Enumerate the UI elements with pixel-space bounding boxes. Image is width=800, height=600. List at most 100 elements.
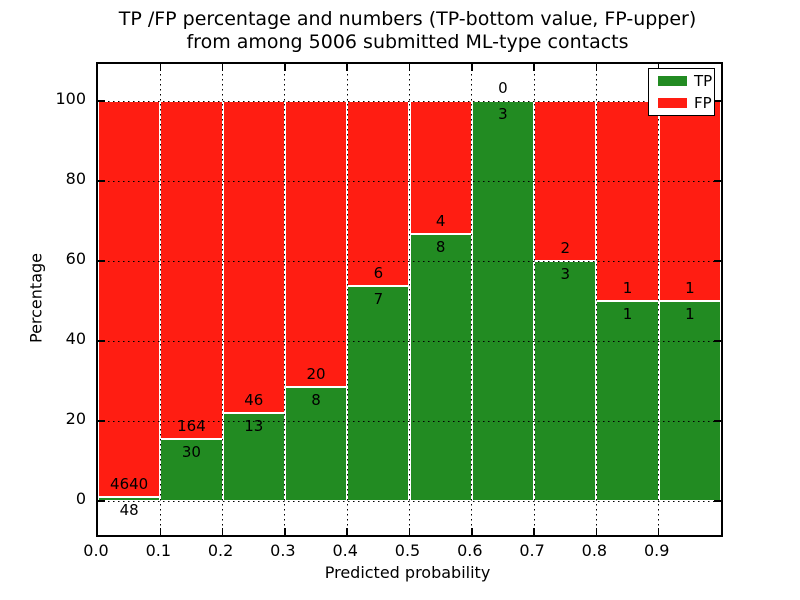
vertical-gridline: [159, 64, 161, 535]
x-tick-label: 0.8: [581, 541, 608, 560]
vertical-gridline: [471, 64, 473, 535]
tp-count-label: 48: [119, 500, 139, 519]
legend-row: FP: [649, 94, 714, 112]
x-tick-mark-top: [533, 64, 535, 71]
x-tick-mark-bottom: [221, 528, 224, 535]
fp-count-label: 46: [244, 390, 264, 409]
y-tick-mark-left: [98, 180, 105, 182]
vertical-gridline: [284, 64, 286, 535]
x-tick-label: 0.1: [145, 541, 172, 560]
legend-label: FP: [694, 94, 712, 112]
y-tick-mark-right: [714, 340, 721, 342]
x-tick-mark-bottom: [346, 528, 348, 535]
vertical-gridline: [409, 64, 410, 535]
legend: TP FP: [648, 68, 715, 116]
x-tick-label: 0.7: [519, 541, 545, 560]
fp-bar-segment: [596, 101, 659, 301]
tp-count-label: 3: [498, 105, 508, 123]
y-axis-label: Percentage: [26, 252, 46, 344]
x-tick-mark-top: [221, 64, 224, 71]
legend-swatch-tp: [658, 76, 687, 86]
horizontal-gridline: [98, 180, 721, 182]
y-tick-label: 40: [65, 329, 86, 348]
x-tick-mark-bottom: [595, 528, 598, 535]
x-tick-label: 0.0: [83, 541, 109, 560]
horizontal-gridline: [98, 340, 721, 342]
tp-bar-segment: [471, 101, 535, 501]
tp-bar-segment: [534, 261, 597, 501]
horizontal-gridline: [98, 260, 721, 262]
x-tick-mark-bottom: [533, 528, 535, 535]
tp-bar-segment: [347, 285, 410, 501]
x-tick-mark-top: [408, 64, 411, 71]
x-tick-mark-bottom: [471, 528, 473, 535]
x-tick-label: 0.3: [270, 541, 296, 560]
vertical-gridline: [346, 64, 348, 535]
tp-bar-segment: [284, 386, 348, 501]
y-tick-mark-left: [98, 420, 105, 422]
vertical-gridline: [222, 64, 224, 535]
tp-count-label: 13: [244, 416, 264, 435]
fp-count-label: 1: [622, 279, 633, 297]
tp-bar-segment: [596, 301, 659, 501]
fp-count-label: 1: [685, 279, 695, 297]
x-tick-mark-top: [471, 64, 473, 71]
tp-bar-segment: [222, 412, 285, 501]
fp-count-label: 20: [306, 364, 326, 383]
y-tick-mark-left: [98, 500, 105, 502]
fp-count-label: 164: [177, 417, 206, 436]
y-tick-label: 100: [55, 89, 86, 108]
fp-bar-segment: [160, 101, 223, 440]
y-tick-label: 0: [75, 489, 86, 508]
horizontal-gridline: [98, 420, 721, 422]
horizontal-gridline: [98, 100, 721, 102]
x-axis-label: Predicted probability: [324, 563, 491, 582]
fp-count-label: 6: [373, 263, 384, 282]
tp-count-label: 7: [373, 289, 384, 308]
x-tick-mark-top: [657, 64, 660, 71]
chart-title-line2: from among 5006 submitted ML-type contac…: [186, 31, 629, 53]
vertical-gridline: [533, 64, 535, 535]
y-tick-label: 80: [65, 169, 86, 188]
y-tick-label: 60: [65, 249, 86, 268]
y-tick-label: 20: [65, 409, 86, 428]
y-tick-mark-left: [98, 340, 105, 342]
tp-bar-segment: [409, 234, 472, 501]
x-tick-mark-top: [159, 64, 162, 71]
horizontal-gridline: [98, 500, 721, 502]
tp-count-label: 30: [181, 443, 201, 462]
tp-count-label: 3: [560, 265, 571, 283]
fp-bar-segment: [222, 101, 285, 413]
tp-bar-segment: [98, 496, 161, 501]
x-tick-mark-bottom: [159, 528, 162, 535]
legend-row: TP: [649, 72, 714, 90]
chart-title-line1: TP /FP percentage and numbers (TP-bottom…: [118, 8, 697, 30]
y-tick-mark-left: [98, 100, 105, 102]
y-tick-mark-right: [714, 260, 721, 262]
vertical-gridline: [658, 64, 660, 535]
x-tick-label: 0.2: [207, 541, 234, 560]
fp-bar-segment: [409, 101, 472, 235]
fp-count-label: 4640: [110, 474, 149, 493]
x-tick-mark-top: [346, 64, 348, 71]
x-tick-mark-top: [595, 64, 598, 71]
tp-bar-segment: [160, 439, 223, 501]
legend-swatch-fp: [658, 98, 687, 108]
tp-count-label: 8: [435, 238, 446, 257]
y-tick-mark-right: [714, 420, 721, 422]
x-tick-mark-bottom: [284, 528, 286, 535]
tp-count-label: 1: [685, 305, 695, 323]
fp-count-label: 2: [560, 239, 571, 257]
x-tick-label: 0.5: [394, 541, 421, 560]
legend-label: TP: [694, 72, 713, 90]
y-tick-mark-left: [98, 260, 105, 262]
fp-bar-segment: [284, 101, 348, 387]
tp-bar-segment: [658, 301, 721, 501]
x-tick-label: 0.4: [332, 541, 358, 560]
tp-count-label: 1: [622, 305, 633, 323]
fp-count-label: 0: [498, 79, 508, 97]
y-tick-mark-right: [714, 100, 721, 102]
fp-bar-segment: [98, 101, 161, 497]
y-tick-mark-right: [714, 180, 721, 182]
